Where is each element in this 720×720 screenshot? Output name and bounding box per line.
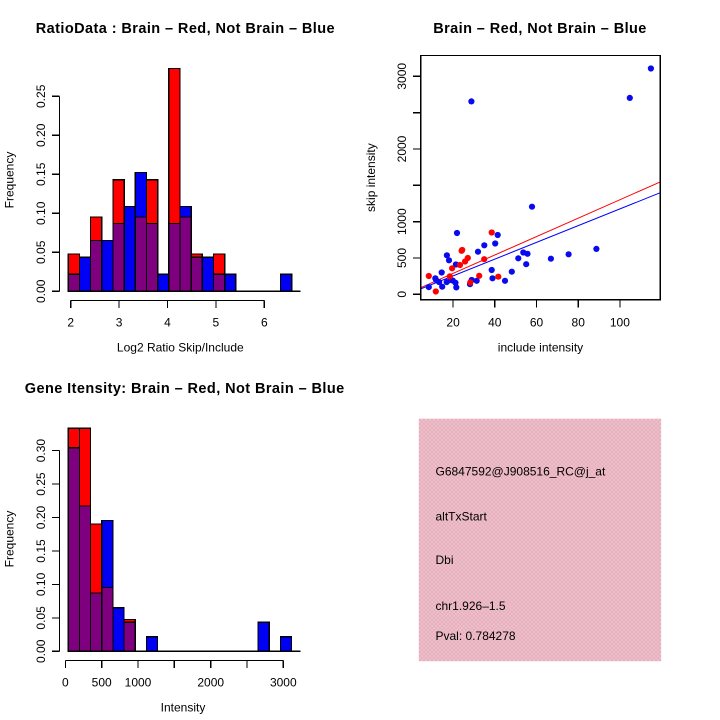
svg-text:0.00: 0.00 [34, 279, 48, 303]
svg-text:0.15: 0.15 [34, 162, 48, 186]
svg-text:0.05: 0.05 [34, 240, 48, 264]
svg-text:60: 60 [530, 315, 544, 329]
svg-text:RatioData : Brain – Red, Not B: RatioData : Brain – Red, Not Brain – Blu… [36, 21, 335, 37]
svg-text:0.05: 0.05 [34, 606, 48, 630]
svg-text:500: 500 [92, 675, 112, 689]
svg-text:0.10: 0.10 [34, 201, 48, 225]
svg-text:include intensity: include intensity [498, 341, 583, 355]
svg-text:20: 20 [446, 315, 460, 329]
svg-text:1000: 1000 [125, 675, 152, 689]
svg-text:Pval: 0.784278: Pval: 0.784278 [436, 629, 516, 643]
svg-text:100: 100 [610, 315, 630, 329]
svg-text:Dbi: Dbi [436, 553, 454, 567]
svg-text:4: 4 [164, 316, 171, 330]
svg-text:Gene Itensity: Brain – Red, No: Gene Itensity: Brain – Red, Not Brain – … [25, 381, 345, 397]
svg-text:500: 500 [395, 248, 409, 268]
svg-text:chr1.926–1.5: chr1.926–1.5 [436, 599, 506, 613]
svg-text:altTxStart: altTxStart [436, 509, 488, 523]
svg-text:Frequency: Frequency [3, 511, 17, 568]
svg-text:Intensity: Intensity [161, 701, 206, 715]
svg-text:0: 0 [395, 291, 409, 298]
svg-text:40: 40 [488, 315, 502, 329]
svg-text:0.00: 0.00 [34, 639, 48, 663]
svg-text:80: 80 [572, 315, 586, 329]
svg-text:2: 2 [67, 316, 74, 330]
svg-text:0.30: 0.30 [34, 439, 48, 463]
svg-text:6: 6 [261, 316, 268, 330]
svg-text:0.15: 0.15 [34, 539, 48, 563]
svg-text:0.25: 0.25 [34, 84, 48, 108]
svg-text:2000: 2000 [197, 675, 224, 689]
svg-text:0.20: 0.20 [34, 505, 48, 529]
svg-text:0.10: 0.10 [34, 572, 48, 596]
svg-text:0.25: 0.25 [34, 472, 48, 496]
svg-text:5: 5 [213, 316, 220, 330]
svg-text:Frequency: Frequency [3, 152, 17, 209]
svg-text:0.20: 0.20 [34, 123, 48, 147]
svg-text:1000: 1000 [395, 208, 409, 235]
svg-text:G6847592@J908516_RC@j_at: G6847592@J908516_RC@j_at [436, 465, 606, 479]
svg-text:0: 0 [62, 675, 69, 689]
svg-text:Brain – Red, Not Brain – Blue: Brain – Red, Not Brain – Blue [433, 21, 647, 37]
svg-text:skip intensity: skip intensity [364, 143, 378, 212]
svg-text:Log2 Ratio Skip/Include: Log2 Ratio Skip/Include [117, 341, 244, 355]
svg-text:3000: 3000 [395, 63, 409, 90]
svg-text:2000: 2000 [395, 135, 409, 162]
svg-text:3: 3 [116, 316, 123, 330]
svg-text:3000: 3000 [270, 675, 297, 689]
